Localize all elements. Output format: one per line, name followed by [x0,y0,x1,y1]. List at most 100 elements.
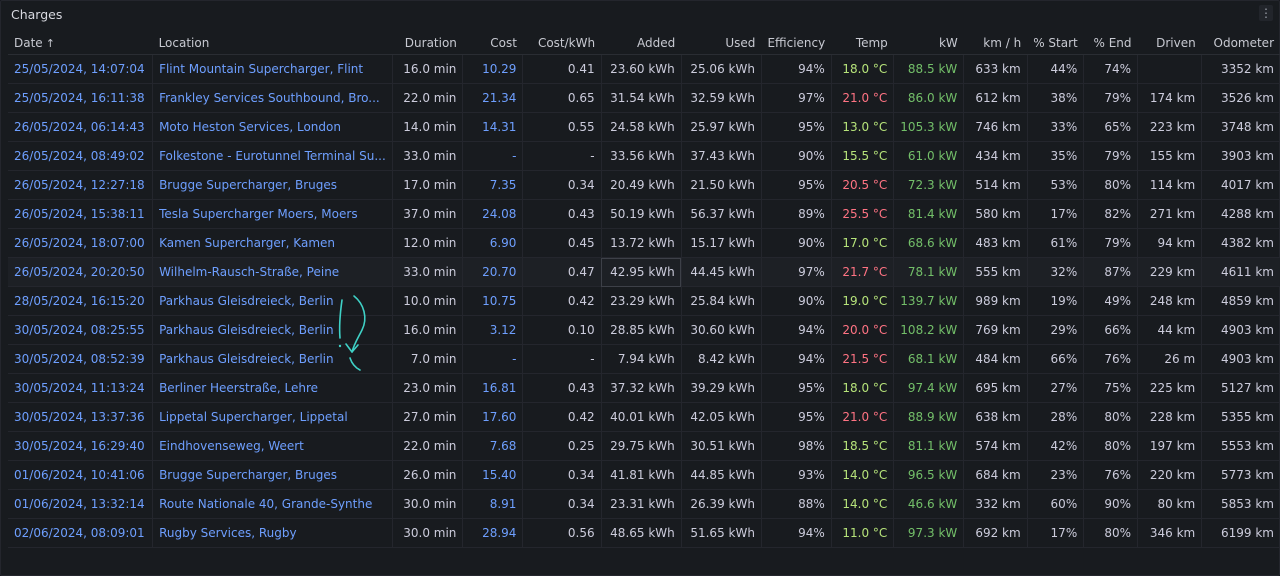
table-row[interactable]: 25/05/2024, 14:07:04 Flint Mountain Super… [8,54,1280,84]
cell-kmh: 612 km [963,83,1028,113]
cell-efficiency: 95% [761,170,832,200]
table-row[interactable]: 26/05/2024, 12:27:18 Brugge Supercharger,… [8,170,1280,200]
cell-location[interactable]: Moto Heston Services, London [152,112,393,142]
cell-location[interactable]: Tesla Supercharger Moers, Moers [152,199,393,229]
cell-odometer: 4903 km [1201,315,1280,345]
table-row[interactable]: 30/05/2024, 11:13:24 Berliner Heerstraße,… [8,373,1280,403]
cell-location[interactable]: Rugby Services, Rugby [152,518,393,548]
cell-costkwh: 0.34 [522,460,602,490]
column-header-odometer[interactable]: Odometer [1201,32,1280,55]
table-row[interactable]: 26/05/2024, 18:07:00 Kamen Supercharger, … [8,228,1280,258]
cell-added: 42.95 kWh [601,257,682,287]
cell-date[interactable]: 25/05/2024, 14:07:04 [8,54,154,84]
cell-cost[interactable]: - [462,141,524,171]
cell-date[interactable]: 26/05/2024, 12:27:18 [8,170,154,200]
cell-cost[interactable]: 10.29 [462,54,524,84]
column-header-costkwh[interactable]: Cost/kWh [522,32,602,55]
cell-duration: 16.0 min [392,54,464,84]
column-header-added[interactable]: Added [601,32,682,55]
table-row[interactable]: 30/05/2024, 08:52:39 Parkhaus Gleisdreiec… [8,344,1280,374]
table-row[interactable]: 25/05/2024, 16:11:38 Frankley Services So… [8,83,1280,113]
cell-cost[interactable]: 14.31 [462,112,524,142]
table-row[interactable]: 01/06/2024, 10:41:06 Brugge Supercharger,… [8,460,1280,490]
cell-cost[interactable]: 16.81 [462,373,524,403]
column-header-label: Cost/kWh [537,36,596,50]
cell-cost[interactable]: 10.75 [462,286,524,316]
cell-date[interactable]: 30/05/2024, 11:13:24 [8,373,154,403]
cell-date[interactable]: 26/05/2024, 20:20:50 [8,257,154,287]
table-row[interactable]: 30/05/2024, 08:25:55 Parkhaus Gleisdreiec… [8,315,1280,345]
cell-date[interactable]: 02/06/2024, 08:09:01 [8,518,154,548]
cell-location[interactable]: Folkestone - Eurotunnel Terminal Su... [152,141,393,171]
cell-kw: 68.1 kW [893,344,965,374]
cell-date[interactable]: 28/05/2024, 16:15:20 [8,286,154,316]
cell-cost[interactable]: 7.35 [462,170,524,200]
cell-added: 28.85 kWh [601,315,682,345]
cell-date[interactable]: 30/05/2024, 13:37:36 [8,402,154,432]
cell-date[interactable]: 01/06/2024, 13:32:14 [8,489,154,519]
column-header-kw[interactable]: kW [893,32,964,55]
cell-date[interactable]: 30/05/2024, 16:29:40 [8,431,154,461]
cell-cost[interactable]: 24.08 [462,199,524,229]
cell-cost[interactable]: 21.34 [462,83,524,113]
cell-duration: 22.0 min [392,83,464,113]
cell-cost[interactable]: 15.40 [462,460,524,490]
cell-location[interactable]: Brugge Supercharger, Bruges [152,170,393,200]
panel-menu-icon[interactable]: ⋮ [1259,5,1273,21]
column-header-driven[interactable]: Driven [1137,32,1202,55]
table-row[interactable]: 26/05/2024, 06:14:43 Moto Heston Services… [8,112,1280,142]
table-row[interactable]: 26/05/2024, 08:49:02 Folkestone - Eurotun… [8,141,1280,171]
column-header-kmh[interactable]: km / h [963,32,1028,55]
cell-location[interactable]: Berliner Heerstraße, Lehre [152,373,393,403]
cell-cost[interactable]: 6.90 [462,228,524,258]
cell-costkwh: 0.43 [522,199,602,229]
table-row[interactable]: 28/05/2024, 16:15:20 Parkhaus Gleisdreiec… [8,286,1280,316]
cell-date[interactable]: 26/05/2024, 18:07:00 [8,228,154,258]
cell-duration: 22.0 min [392,431,464,461]
cell-cost[interactable]: 3.12 [462,315,524,345]
cell-cost[interactable]: - [462,344,524,374]
cell-location[interactable]: Route Nationale 40, Grande-Synthe [152,489,393,519]
table-row[interactable]: 01/06/2024, 13:32:14 Route Nationale 40, … [8,489,1280,519]
cell-used: 44.85 kWh [681,460,762,490]
column-header-label: Cost [490,36,517,50]
cell-location[interactable]: Brugge Supercharger, Bruges [152,460,393,490]
table-row[interactable]: 30/05/2024, 16:29:40 Eindhovenseweg, Weer… [8,431,1280,461]
cell-start: 53% [1027,170,1085,200]
column-header-date[interactable]: Date ↑ [8,32,153,55]
cell-kw: 46.6 kW [893,489,965,519]
cell-date[interactable]: 01/06/2024, 10:41:06 [8,460,154,490]
column-header-efficiency[interactable]: Efficiency [761,32,832,55]
cell-cost[interactable]: 17.60 [462,402,524,432]
column-header-temp[interactable]: Temp [831,32,894,55]
cell-location[interactable]: Parkhaus Gleisdreieck, Berlin [152,315,393,345]
cell-date[interactable]: 30/05/2024, 08:25:55 [8,315,154,345]
cell-date[interactable]: 26/05/2024, 06:14:43 [8,112,154,142]
column-header-location[interactable]: Location [152,32,393,55]
cell-location[interactable]: Eindhovenseweg, Weert [152,431,393,461]
cell-date[interactable]: 26/05/2024, 08:49:02 [8,141,154,171]
cell-location[interactable]: Parkhaus Gleisdreieck, Berlin [152,286,393,316]
cell-cost[interactable]: 20.70 [462,257,524,287]
table-row[interactable]: 30/05/2024, 13:37:36 Lippetal Supercharge… [8,402,1280,432]
cell-cost[interactable]: 28.94 [462,518,524,548]
cell-date[interactable]: 30/05/2024, 08:52:39 [8,344,154,374]
column-header-cost[interactable]: Cost [462,32,523,55]
cell-temp: 20.0 °C [831,315,895,345]
cell-location[interactable]: Lippetal Supercharger, Lippetal [152,402,393,432]
column-header-end[interactable]: % End [1083,32,1138,55]
cell-location[interactable]: Flint Mountain Supercharger, Flint [152,54,393,84]
cell-location[interactable]: Kamen Supercharger, Kamen [152,228,393,258]
cell-location[interactable]: Wilhelm-Rausch-Straße, Peine [152,257,393,287]
column-header-start[interactable]: % Start [1027,32,1084,55]
cell-date[interactable]: 25/05/2024, 16:11:38 [8,83,154,113]
table-row[interactable]: 26/05/2024, 15:38:11 Tesla Supercharger M… [8,199,1280,229]
cell-location[interactable]: Frankley Services Southbound, Bro... [152,83,393,113]
table-row[interactable]: 02/06/2024, 08:09:01 Rugby Services, Rugb… [8,518,1280,548]
column-header-used[interactable]: Used [681,32,762,55]
column-header-duration[interactable]: Duration [392,32,463,55]
cell-cost[interactable]: 8.91 [462,489,524,519]
cell-cost[interactable]: 7.68 [462,431,524,461]
cell-date[interactable]: 26/05/2024, 15:38:11 [8,199,154,229]
table-row[interactable]: 26/05/2024, 20:20:50 Wilhelm-Rausch-Straß… [8,257,1280,287]
